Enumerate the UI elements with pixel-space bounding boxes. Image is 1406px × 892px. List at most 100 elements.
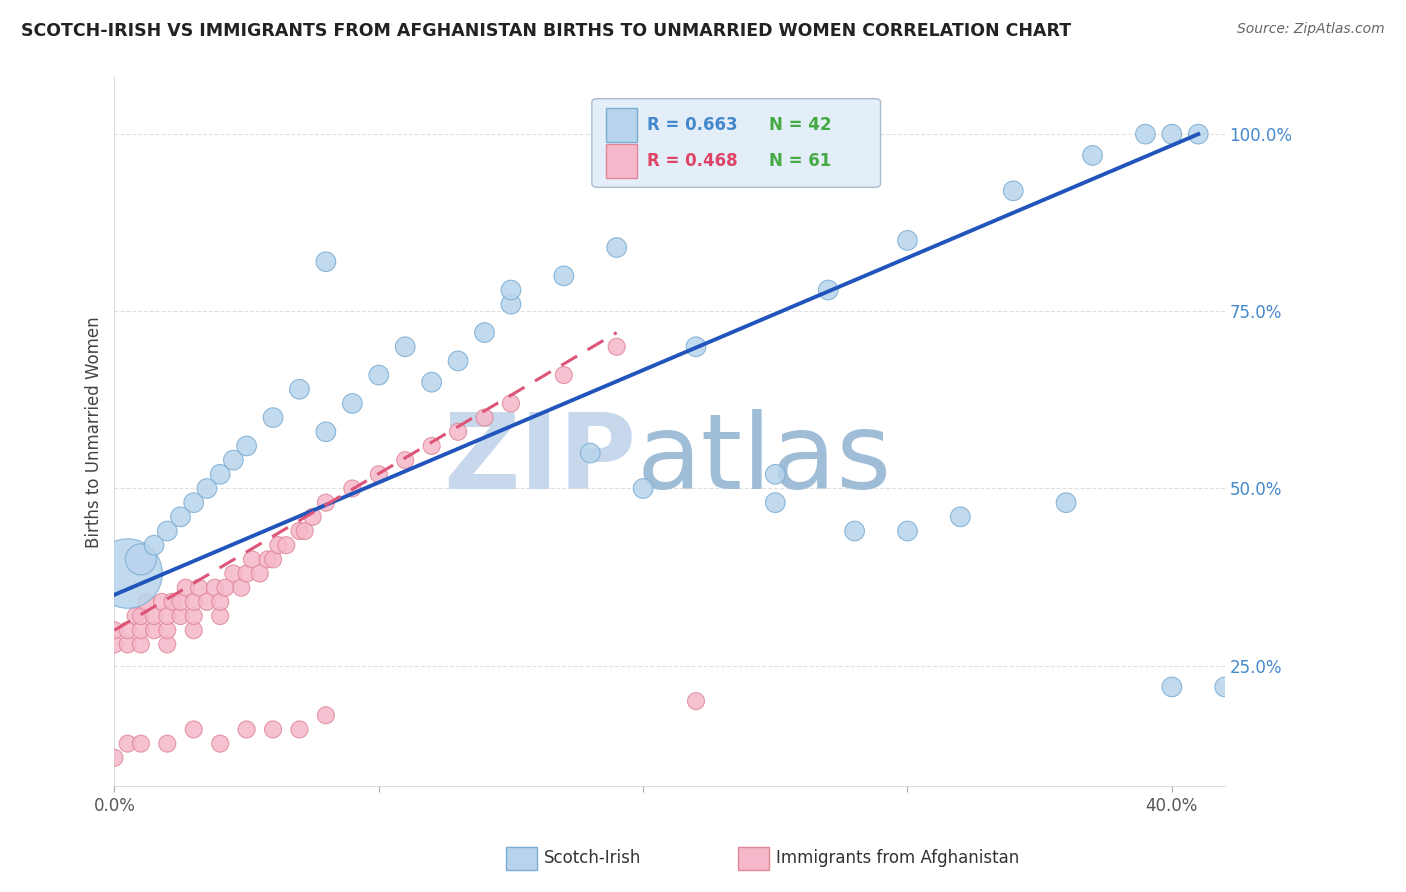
Point	[315, 254, 337, 268]
Point	[183, 595, 205, 609]
Bar	[606, 108, 637, 142]
Point	[420, 375, 443, 389]
Point	[183, 496, 205, 510]
Y-axis label: Births to Unmarried Women: Births to Unmarried Women	[86, 316, 103, 548]
Point	[288, 524, 311, 538]
Point	[103, 624, 125, 638]
Point	[214, 581, 236, 595]
Point	[156, 524, 179, 538]
Point	[209, 467, 232, 482]
Text: R = 0.663: R = 0.663	[647, 116, 738, 134]
Point	[143, 538, 166, 552]
Point	[1135, 127, 1157, 141]
Point	[1160, 127, 1182, 141]
Point	[844, 524, 866, 538]
Point	[606, 340, 628, 354]
Point	[256, 552, 278, 566]
Point	[103, 751, 125, 765]
Point	[294, 524, 316, 538]
Point	[606, 240, 628, 254]
Point	[315, 425, 337, 439]
Point	[117, 624, 139, 638]
Point	[129, 609, 152, 624]
Point	[949, 509, 972, 524]
Point	[183, 624, 205, 638]
Point	[315, 496, 337, 510]
Point	[394, 453, 416, 467]
Point	[150, 595, 173, 609]
Point	[156, 637, 179, 651]
Point	[209, 595, 232, 609]
FancyBboxPatch shape	[592, 99, 880, 187]
Point	[342, 482, 364, 496]
Point	[117, 566, 139, 581]
Point	[117, 737, 139, 751]
Point	[1054, 496, 1077, 510]
Point	[195, 482, 218, 496]
Point	[231, 581, 253, 595]
Point	[896, 524, 918, 538]
Point	[447, 425, 470, 439]
Point	[262, 552, 284, 566]
Point	[342, 396, 364, 410]
Point	[240, 552, 263, 566]
Point	[288, 382, 311, 396]
Point	[474, 326, 496, 340]
Point	[631, 482, 654, 496]
Point	[367, 368, 389, 383]
Point	[117, 637, 139, 651]
Point	[222, 566, 245, 581]
Point	[1081, 148, 1104, 162]
Point	[817, 283, 839, 297]
Point	[249, 566, 271, 581]
Point	[896, 234, 918, 248]
Text: N = 42: N = 42	[769, 116, 832, 134]
Text: R = 0.468: R = 0.468	[647, 152, 738, 169]
Point	[499, 283, 522, 297]
Point	[420, 439, 443, 453]
Point	[499, 297, 522, 311]
Point	[262, 723, 284, 737]
Text: atlas: atlas	[637, 409, 891, 511]
Point	[235, 439, 257, 453]
Point	[763, 467, 786, 482]
Point	[1160, 680, 1182, 694]
Point	[1187, 127, 1209, 141]
Text: Source: ZipAtlas.com: Source: ZipAtlas.com	[1237, 22, 1385, 37]
Point	[685, 340, 707, 354]
Point	[188, 581, 211, 595]
Point	[124, 609, 146, 624]
Text: ZIP: ZIP	[443, 409, 637, 511]
Point	[143, 609, 166, 624]
Point	[143, 624, 166, 638]
Point	[129, 552, 152, 566]
Point	[499, 396, 522, 410]
Point	[1002, 184, 1025, 198]
Point	[315, 708, 337, 723]
Point	[174, 581, 197, 595]
Point	[267, 538, 290, 552]
Point	[235, 566, 257, 581]
Point	[763, 496, 786, 510]
Point	[209, 609, 232, 624]
Point	[183, 609, 205, 624]
Point	[222, 453, 245, 467]
Point	[169, 595, 191, 609]
Bar	[606, 144, 637, 178]
Point	[235, 723, 257, 737]
Point	[1213, 680, 1236, 694]
Point	[553, 368, 575, 383]
Point	[156, 609, 179, 624]
Point	[474, 410, 496, 425]
Point	[129, 737, 152, 751]
Point	[129, 624, 152, 638]
Point	[447, 354, 470, 368]
Point	[553, 268, 575, 283]
Point	[394, 340, 416, 354]
Text: SCOTCH-IRISH VS IMMIGRANTS FROM AFGHANISTAN BIRTHS TO UNMARRIED WOMEN CORRELATIO: SCOTCH-IRISH VS IMMIGRANTS FROM AFGHANIS…	[21, 22, 1071, 40]
Point	[367, 467, 389, 482]
Point	[209, 737, 232, 751]
Point	[579, 446, 602, 460]
Text: N = 61: N = 61	[769, 152, 832, 169]
Point	[262, 410, 284, 425]
